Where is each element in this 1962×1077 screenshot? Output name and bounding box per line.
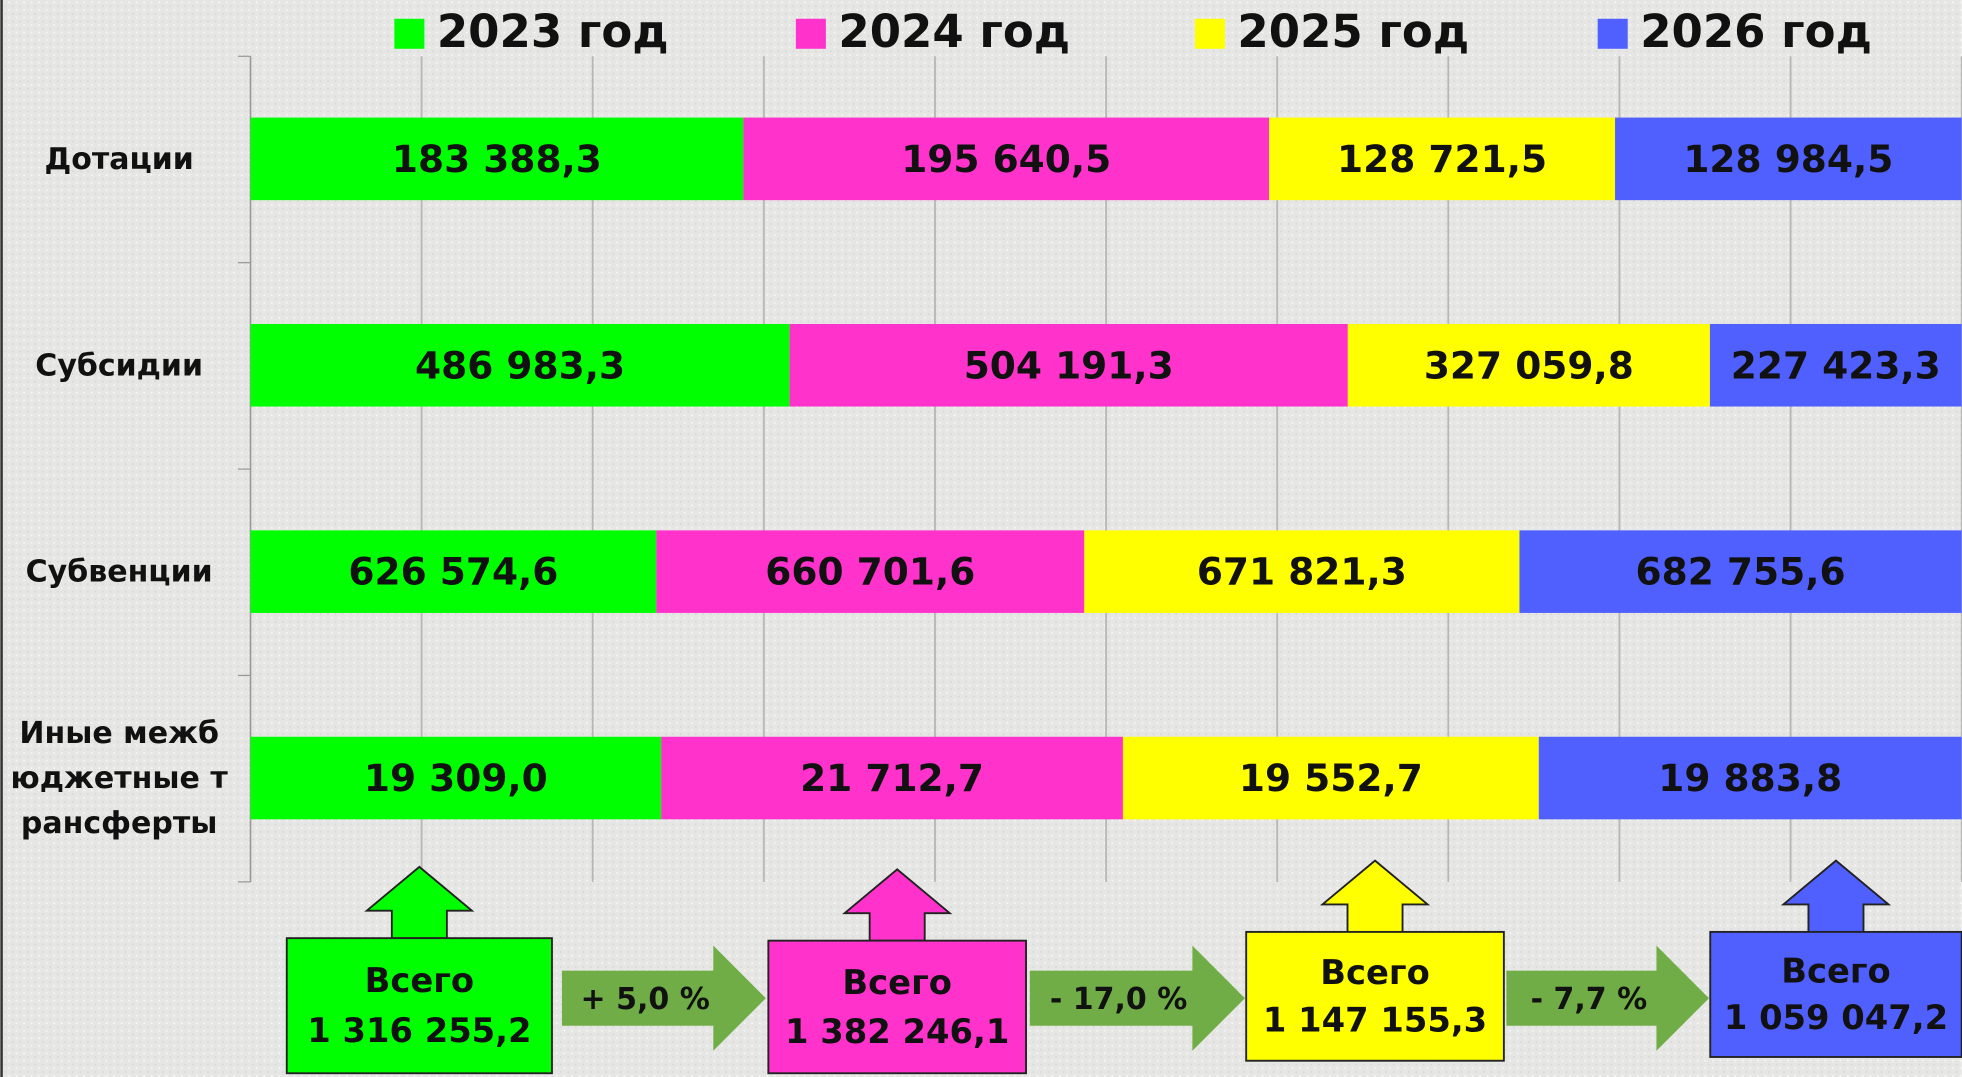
bar-segment [250, 530, 657, 613]
up-arrow [1319, 859, 1431, 933]
bar-segment [1084, 530, 1520, 613]
total-label: Всего [1320, 953, 1430, 992]
data-label: 227 423,3 [1731, 343, 1941, 387]
bar-segment [1519, 530, 1962, 613]
category-label-box: Иные межбюджетные трансферты [10, 715, 228, 841]
total-box [285, 937, 553, 1075]
up-arrow [842, 868, 953, 942]
bar-segment [1538, 736, 1962, 820]
change-arrow [1029, 945, 1245, 1051]
data-label: 128 721,5 [1337, 137, 1547, 181]
legend-swatch [394, 18, 425, 49]
bar-segment [250, 117, 744, 201]
up-arrow [364, 865, 475, 940]
data-label: 195 640,5 [901, 137, 1111, 181]
change-label: - 17,0 % [1050, 982, 1188, 1017]
data-label: 19 309,0 [364, 756, 548, 800]
bar-segment [1122, 736, 1539, 820]
data-label: 660 701,6 [765, 550, 975, 594]
data-label: 626 574,6 [348, 550, 558, 594]
category-label: Иные межбюджетные трансферты [10, 715, 228, 841]
data-label: 327 059,8 [1424, 343, 1634, 387]
total-value: 1 147 155,3 [1263, 1001, 1487, 1040]
bar-segment [661, 736, 1123, 820]
legend-label: 2024 год [838, 5, 1070, 58]
bar-segment [789, 323, 1348, 407]
data-label: 183 388,3 [392, 137, 602, 181]
total-value: 1 059 047,2 [1724, 998, 1948, 1037]
legend-swatch [795, 18, 826, 49]
total-box [1245, 930, 1505, 1062]
up-arrow [1780, 859, 1892, 933]
category-label-box: Субсидии [35, 347, 203, 383]
total-label: Всего [842, 963, 952, 1002]
legend-label: 2026 год [1640, 5, 1872, 58]
total-value: 1 316 255,2 [307, 1011, 531, 1050]
category-label: Субвенции [25, 554, 213, 590]
change-label: + 5,0 % [580, 982, 709, 1017]
bar-segment [1615, 117, 1962, 201]
total-box [767, 939, 1027, 1075]
data-label: 19 552,7 [1239, 756, 1423, 800]
total-box [1709, 930, 1962, 1058]
data-label: 21 712,7 [800, 756, 984, 800]
data-label: 504 191,3 [964, 343, 1174, 387]
data-label: 19 883,8 [1658, 756, 1842, 800]
data-label: 128 984,5 [1683, 137, 1893, 181]
legend-label: 2023 год [437, 5, 669, 58]
category-label: Дотации [44, 141, 194, 177]
data-label: 682 755,6 [1636, 550, 1846, 594]
bar-segment [1347, 323, 1710, 407]
bar-segment [1709, 323, 1962, 407]
category-label: Субсидии [35, 347, 203, 383]
legend-swatch [1194, 18, 1225, 49]
bar-segment [250, 323, 790, 407]
bar-segment [743, 117, 1270, 201]
data-label: 671 821,3 [1197, 550, 1407, 594]
bar-segment [656, 530, 1085, 613]
legend-label: 2025 год [1237, 5, 1469, 58]
change-label: - 7,7 % [1531, 982, 1648, 1017]
total-label: Всего [365, 961, 475, 1000]
change-arrow [1506, 945, 1710, 1051]
total-label: Всего [1781, 952, 1890, 991]
change-arrow [561, 945, 766, 1051]
legend-swatch [1597, 18, 1628, 49]
total-value: 1 382 246,1 [785, 1012, 1009, 1051]
data-label: 486 983,3 [415, 343, 625, 387]
category-label-box: Дотации [44, 141, 194, 177]
bar-segment [1269, 117, 1616, 201]
bar-segment [250, 736, 662, 820]
category-label-box: Субвенции [25, 554, 213, 590]
